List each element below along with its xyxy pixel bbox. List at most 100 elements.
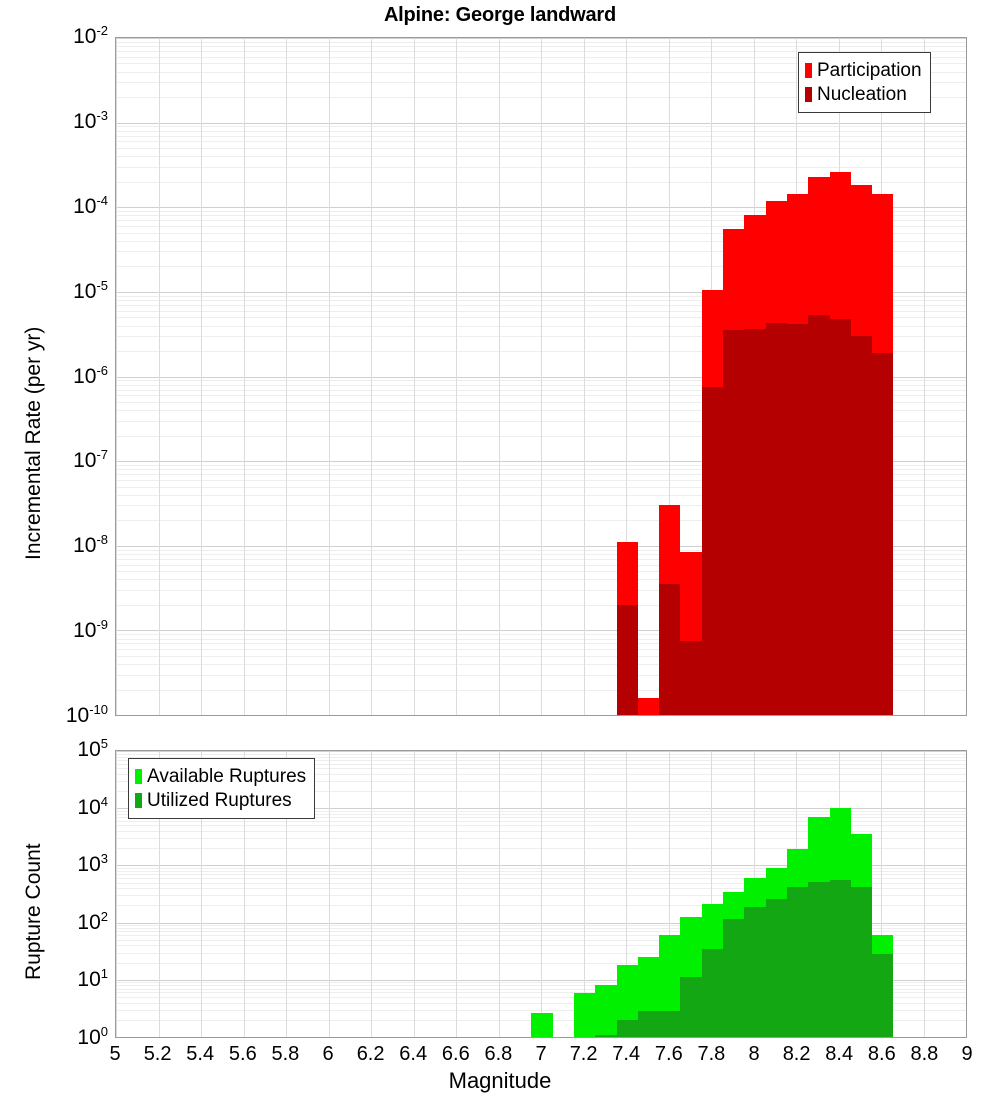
y-axis-ticks-top: 10-2 10-3 10-4 10-5 10-6 10-7 10-8 10-9 10-10 [0,0,108,760]
gridline-vertical [371,751,372,1037]
y-tick-label: 104 [77,793,108,819]
x-tick-label: 7.6 [654,1043,683,1065]
bar-nucleation [680,640,702,715]
gridline-vertical [498,38,500,715]
bar-utilized-ruptures [723,919,745,1037]
bar-available-ruptures [595,985,617,1037]
x-tick-label: 7 [535,1043,547,1065]
bar-utilized-ruptures [744,906,766,1037]
nucleation-swatch-icon [805,86,812,102]
gridline-major [116,1037,966,1038]
y-tick-label: 10-2 [73,23,108,48]
gridline-vertical [158,38,160,715]
bar-utilized-ruptures [786,886,809,1037]
y-axis-label-bottom: Rupture Count [22,843,45,980]
bar-nucleation [786,323,809,715]
bar-participation [637,697,660,715]
y-tick-label: 10-3 [73,107,108,133]
y-tick-label: 10-7 [73,447,108,473]
x-tick-label: 8.4 [825,1043,854,1065]
x-tick-label: 5.6 [228,1043,257,1065]
legend-item-utilized-ruptures[interactable]: Utilized Ruptures [135,788,306,812]
y-tick-label: 10-8 [73,532,108,558]
available-ruptures-swatch-icon [135,768,142,784]
bar-utilized-ruptures [659,1010,681,1037]
bar-nucleation [723,330,745,715]
bar-nucleation [765,322,787,715]
x-tick-label: 8.6 [867,1043,896,1065]
bar-utilized-ruptures [808,881,830,1037]
bar-nucleation [872,352,894,715]
gridline-vertical [668,38,670,715]
gridline-vertical [923,751,925,1037]
gridline-vertical [328,751,330,1037]
bar-utilized-ruptures [872,954,894,1037]
gridline-vertical [456,751,457,1037]
gridline-vertical [668,751,670,1037]
gridline-vertical [583,38,585,715]
y-tick-label: 10-9 [73,617,108,643]
incremental-rate-plot [115,37,967,716]
x-tick-label: 9 [961,1043,973,1065]
gridline-vertical [966,38,967,715]
gridline-vertical [328,38,330,715]
x-tick-label: 8.2 [782,1043,811,1065]
gridline-vertical [541,751,542,1037]
legend-label-available-ruptures: Available Ruptures [147,765,307,787]
bar-utilized-ruptures [850,886,873,1037]
legend-incremental-rate: Participation Nucleation [798,52,931,113]
y-tick-label: 100 [77,1024,108,1049]
y-tick-label: 10-5 [73,277,108,303]
legend-item-available-ruptures[interactable]: Available Ruptures [135,764,306,788]
x-tick-label: 8.8 [910,1043,939,1065]
utilized-ruptures-swatch-icon [135,792,142,808]
gridline-vertical [923,38,925,715]
gridline-vertical [286,751,287,1037]
bar-nucleation [808,315,830,715]
x-tick-label: 5.4 [186,1043,215,1065]
bar-utilized-ruptures [680,977,702,1037]
y-tick-label: 105 [77,736,108,761]
bar-nucleation [829,318,851,715]
x-tick-label: 6 [322,1043,334,1065]
x-tick-label: 5 [109,1043,121,1065]
x-tick-label: 7.4 [612,1043,641,1065]
x-tick-label: 5.2 [143,1043,172,1065]
gridline-vertical [626,751,627,1037]
grid-top [116,38,966,715]
legend-label-nucleation: Nucleation [817,83,907,105]
bar-nucleation [701,387,724,715]
x-tick-label: 6.2 [356,1043,385,1065]
legend-item-nucleation[interactable]: Nucleation [805,82,922,106]
gridline-vertical [966,751,967,1037]
gridline-vertical [201,751,202,1037]
x-tick-label: 7.2 [569,1043,598,1065]
y-tick-label: 10-6 [73,362,108,388]
legend-label-participation: Participation [817,59,922,81]
x-tick-label: 6.8 [484,1043,513,1065]
gridline-vertical [881,751,882,1037]
x-tick-label: 7.8 [697,1043,726,1065]
legend-item-participation[interactable]: Participation [805,58,922,82]
y-tick-label: 10-4 [73,192,108,218]
bar-utilized-ruptures [701,948,724,1037]
x-axis-label: Magnitude [448,1068,552,1093]
bars-bottom [116,751,966,1037]
gridline-vertical [583,751,585,1037]
y-tick-label: 103 [77,851,108,877]
bar-utilized-ruptures [637,1011,660,1037]
y-tick-label: 101 [77,966,108,992]
gridline-vertical [116,38,117,715]
gridline-vertical [243,38,245,715]
legend-label-utilized-ruptures: Utilized Ruptures [147,789,292,811]
bar-nucleation [850,336,873,715]
bar-nucleation [616,604,638,715]
gridline-vertical [243,751,245,1037]
bar-nucleation [659,584,681,715]
page-title: Alpine: George landward [383,4,617,26]
bar-available-ruptures [531,1013,553,1037]
bar-available-ruptures [573,992,596,1037]
gridline-major [116,715,966,716]
legend-rupture-count: Available Ruptures Utilized Ruptures [128,758,316,819]
